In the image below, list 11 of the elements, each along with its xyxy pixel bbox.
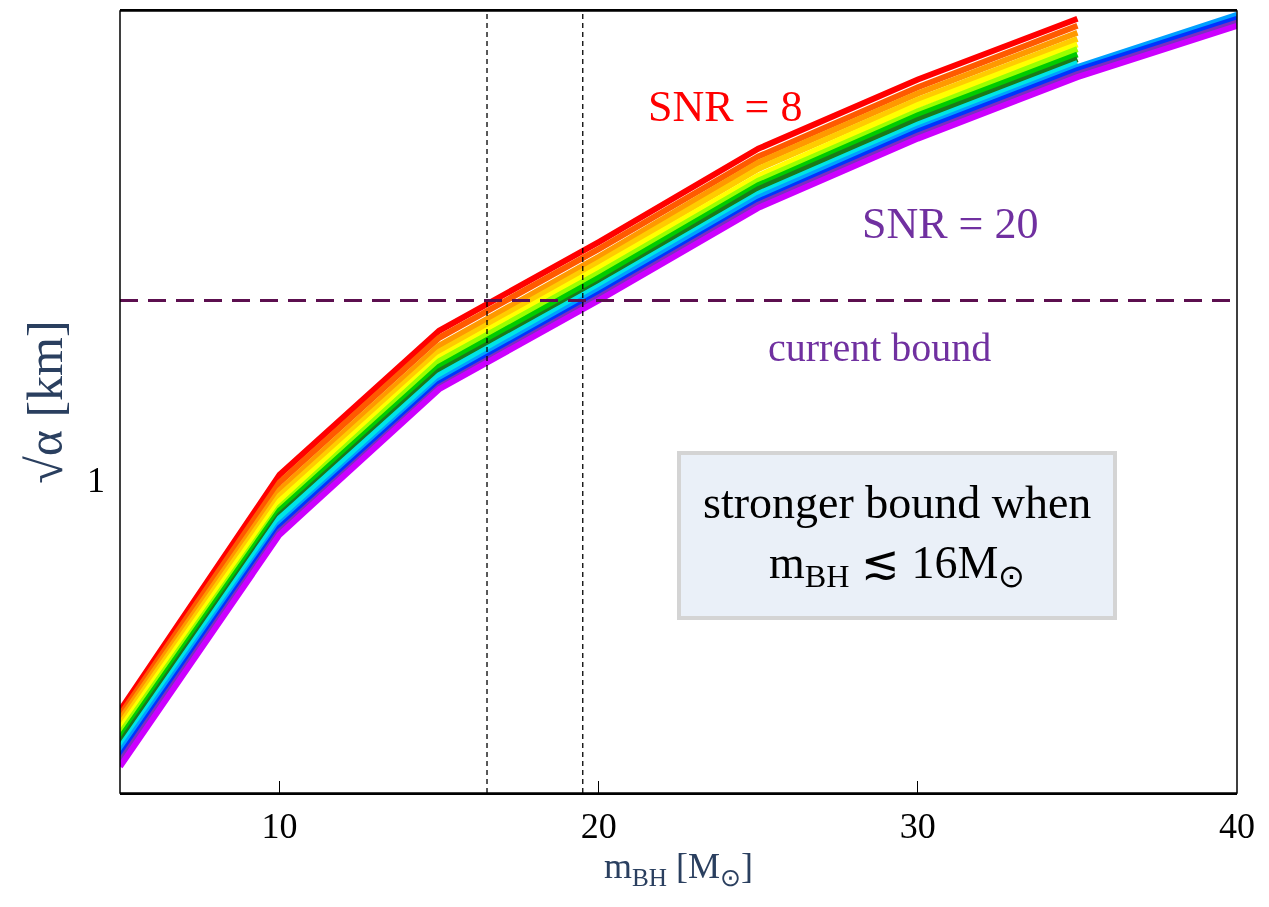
- text: 1: [87, 460, 105, 500]
- y-axis-title: √α [km]: [17, 320, 73, 484]
- x-tick-label: 20: [580, 805, 617, 846]
- ref-line-label: current bound: [768, 325, 992, 370]
- x-tick-label: 30: [899, 805, 936, 846]
- annotation: SNR = 20: [862, 199, 1039, 248]
- annotation: stronger bound when m$_{BH}$ ≲ 16M$_{⊙}$: [703, 477, 1092, 595]
- x-tick-label: 10: [261, 805, 298, 846]
- x-tick-label: 40: [1219, 805, 1255, 846]
- x-axis-title: m$_{BH}$ [M$_{⊙}$]: [603, 845, 754, 891]
- annotation: SNR = 8: [648, 82, 803, 131]
